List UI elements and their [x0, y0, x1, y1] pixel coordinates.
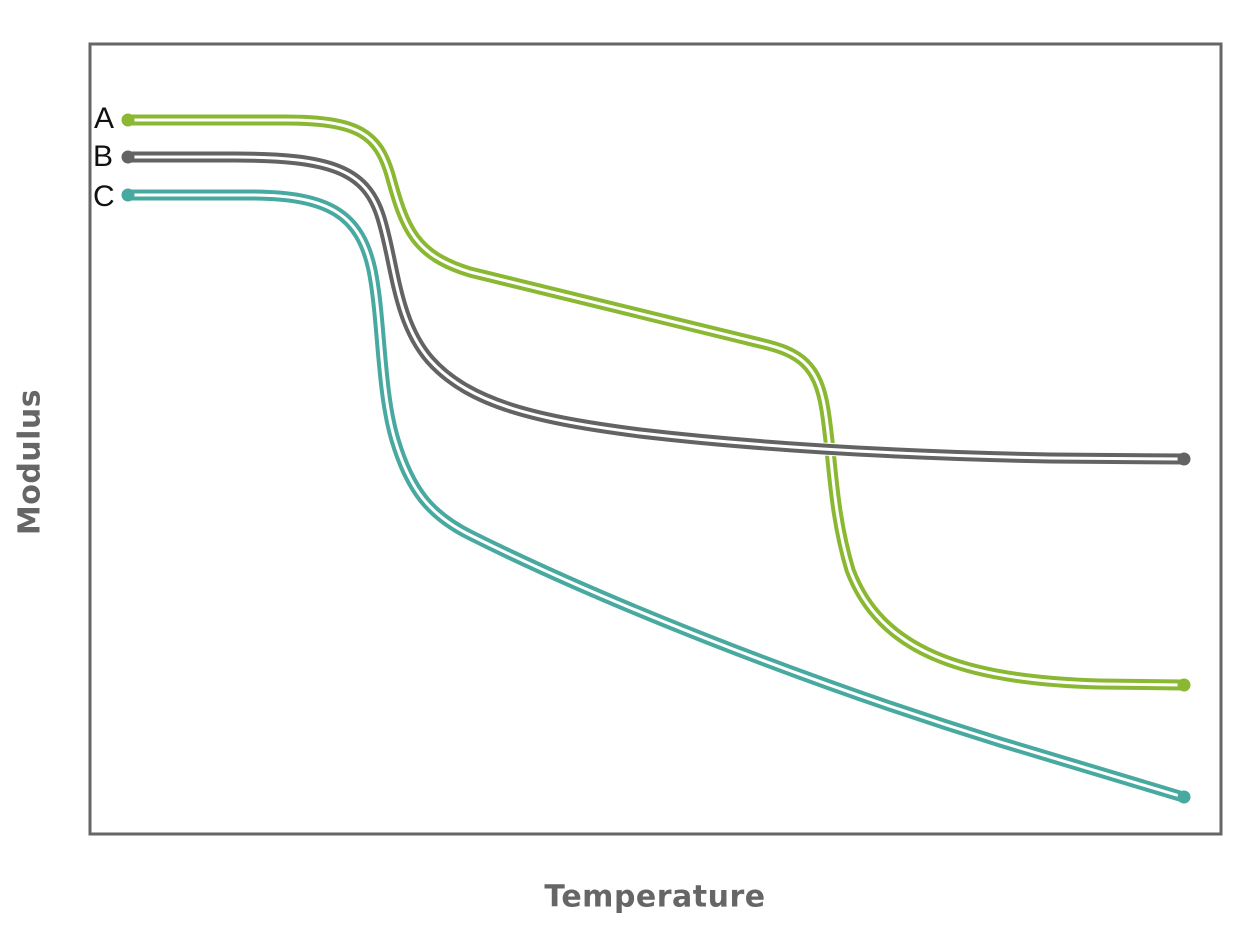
plot-frame: [88, 42, 1223, 836]
series-b-end-marker: [1177, 452, 1191, 466]
series-c-end-marker: [1177, 790, 1191, 804]
series-a-label: A: [94, 102, 115, 135]
series-b-start-marker: [121, 150, 135, 164]
series-c-label: C: [93, 180, 115, 213]
series-a-curve: [121, 113, 1191, 692]
series-c-start-marker: [121, 188, 135, 202]
series-b-label: B: [93, 140, 114, 173]
series-b-curve: [121, 150, 1191, 466]
y-axis-label: Modulus: [12, 388, 48, 536]
series-c-curve: [121, 188, 1191, 804]
series-a-start-marker: [121, 113, 135, 127]
x-axis-label: Temperature: [544, 879, 766, 915]
series-a-end-marker: [1177, 678, 1191, 692]
